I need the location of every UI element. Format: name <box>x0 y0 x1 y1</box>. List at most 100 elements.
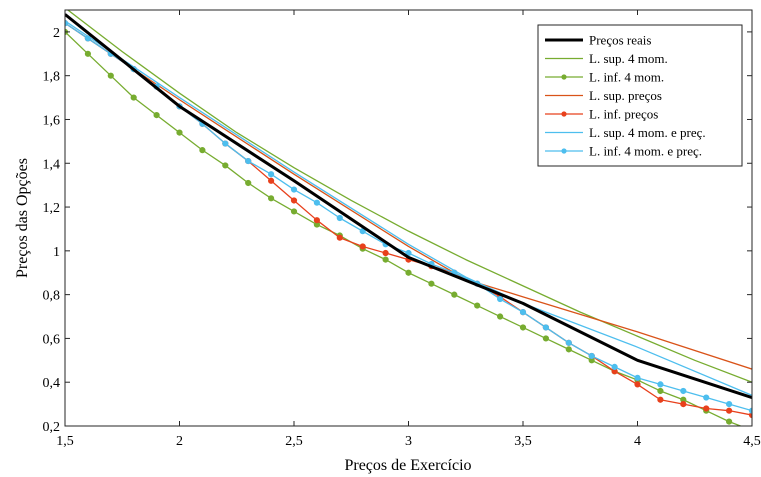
series-point <box>748 407 752 414</box>
series-point <box>84 35 92 42</box>
legend-label: Preços reais <box>589 33 651 48</box>
series-line <box>65 22 752 370</box>
series-point <box>107 72 114 79</box>
legend: Preços reais L. sup. 4 mom. L. inf. 4 mom.… <box>537 24 743 167</box>
series-point <box>176 129 183 136</box>
x-tick-label: 4,5 <box>743 434 761 449</box>
series-point <box>611 363 618 370</box>
series-point <box>703 405 710 412</box>
series-point <box>519 324 527 331</box>
y-tick-label: 0,8 <box>43 289 61 304</box>
legend-label: L. sup. 4 mom. e preç. <box>589 125 706 140</box>
legend-marker <box>561 74 567 80</box>
series-point <box>657 396 664 403</box>
series-point <box>336 234 343 241</box>
x-tick-label: 2,5 <box>285 434 303 449</box>
series-point <box>657 381 664 388</box>
x-axis-label: Preços de Exercício <box>344 457 471 474</box>
series-point <box>542 335 550 342</box>
series-point <box>497 295 504 303</box>
series-point <box>726 407 733 414</box>
series-point <box>268 177 275 184</box>
y-tick-label: 1 <box>53 245 60 260</box>
x-axis-ticks: 1,5 2 2,5 3 3,5 4 4,5 <box>56 10 761 449</box>
series-point <box>153 111 160 119</box>
legend-label: L. sup. 4 mom. <box>589 51 668 66</box>
series-point <box>290 186 298 193</box>
legend-item-l-inf-4-mom: L. inf. 4 mom. <box>545 70 664 85</box>
y-tick-label: 1,8 <box>43 70 61 85</box>
legend-item-l-sup-4-mom-e-prec: L. sup. 4 mom. e preç. <box>545 125 706 140</box>
legend-item-l-sup-4-mom: L. sup. 4 mom. <box>545 51 668 66</box>
y-tick-label: 1,2 <box>43 201 61 216</box>
legend-item-l-inf-4-mom-e-prec: L. inf. 4 mom. e preç. <box>545 144 702 159</box>
series-point <box>451 291 458 298</box>
series-point <box>748 411 752 419</box>
series-point <box>359 243 366 250</box>
legend-item-precos-reais: Preços reais <box>545 33 651 48</box>
series-point <box>245 179 252 187</box>
series-point <box>565 339 572 346</box>
x-tick-label: 2 <box>176 434 183 449</box>
legend-label: L. inf. 4 mom. <box>589 70 664 85</box>
series-point <box>634 374 641 381</box>
x-tick-label: 3 <box>405 434 412 449</box>
legend-item-l-inf-precos: L. inf. preços <box>545 107 658 122</box>
series-point <box>313 217 320 224</box>
series-point <box>130 94 137 101</box>
series-point <box>634 381 641 388</box>
series-point <box>519 309 527 316</box>
series-point <box>382 249 389 257</box>
y-tick-label: 1,4 <box>43 157 61 172</box>
series-point <box>84 50 92 57</box>
series-point <box>268 195 275 202</box>
series-point <box>405 269 412 276</box>
series-point <box>268 171 275 178</box>
legend-label: L. sup. preços <box>589 88 662 103</box>
series-line <box>66 10 752 383</box>
series-l-sup-4-mom-e-prec <box>65 20 752 396</box>
series-point <box>474 302 481 309</box>
series-point <box>428 280 435 287</box>
y-tick-label: 2 <box>53 26 60 41</box>
series-point <box>726 401 733 408</box>
series-point <box>336 214 343 222</box>
series-point <box>313 199 320 206</box>
y-tick-label: 0,4 <box>43 376 61 391</box>
series-point <box>497 313 504 320</box>
y-tick-label: 1,6 <box>43 113 61 128</box>
series-point <box>565 346 572 353</box>
series-point <box>542 324 550 331</box>
y-tick-label: 0,6 <box>43 332 61 347</box>
series-point <box>680 401 687 408</box>
series-line <box>65 13 752 399</box>
series-l-sup-precos <box>65 22 752 370</box>
legend-marker <box>561 111 567 117</box>
x-tick-label: 4 <box>634 434 641 449</box>
series-point <box>588 352 595 360</box>
series-l-sup-4-mom <box>66 10 752 383</box>
series-point <box>680 387 687 395</box>
legend-item-l-sup-precos: L. sup. preços <box>545 88 662 103</box>
series-line <box>65 20 752 396</box>
series-point <box>245 157 252 165</box>
y-axis-label: Preços das Opções <box>14 158 31 278</box>
series-point <box>222 162 229 169</box>
series-point <box>382 256 389 263</box>
series-layer <box>65 10 754 433</box>
series-point <box>749 428 754 433</box>
series-point <box>199 147 206 154</box>
series-precos-reais <box>65 13 752 399</box>
series-point <box>726 418 733 425</box>
series-point <box>657 387 664 395</box>
legend-label: L. inf. 4 mom. e preç. <box>589 144 702 159</box>
series-point <box>290 197 298 204</box>
y-tick-label: 0,2 <box>43 420 61 435</box>
y-axis-ticks: 0,2 0,4 0,6 0,8 1 1,2 1,4 1,6 1,8 2 <box>43 26 752 435</box>
x-tick-label: 3,5 <box>514 434 532 449</box>
legend-marker <box>561 148 567 154</box>
series-point <box>703 394 710 401</box>
series-point <box>222 140 229 147</box>
x-tick-label: 1,5 <box>56 434 74 449</box>
